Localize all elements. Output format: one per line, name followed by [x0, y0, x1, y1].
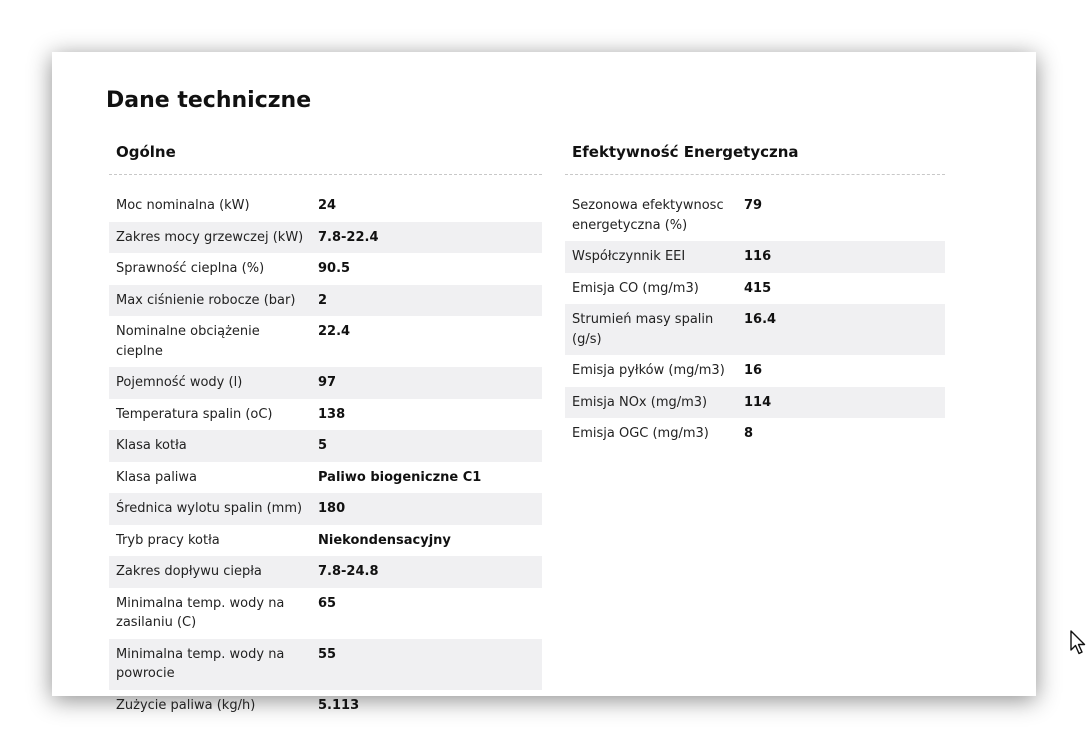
spec-value: 116: [744, 249, 772, 264]
spec-label: Zakres mocy grzewczej (kW): [116, 229, 304, 245]
spec-row: Zakres dopływu ciepła 7.8-24.8: [109, 556, 542, 588]
spec-label: Emisja CO (mg/m3): [572, 280, 699, 296]
spec-row: Emisja CO (mg/m3) 415: [565, 273, 945, 305]
spec-value: 2: [318, 292, 328, 308]
spec-value: 65: [318, 595, 337, 611]
spec-label: Emisja OGC (mg/m3): [572, 426, 709, 441]
spec-value: 8: [744, 426, 754, 441]
spec-label: Zużycie paliwa (kg/h): [116, 697, 256, 713]
spec-value: 5.113: [318, 697, 360, 713]
spec-value: 55: [318, 646, 337, 662]
spec-label: Klasa kotła: [116, 438, 187, 453]
spec-value: 7.8-24.8: [318, 564, 379, 579]
spec-row: Zakres mocy grzewczej (kW) 7.8-22.4: [109, 221, 542, 253]
spec-row: Emisja NOx (mg/m3) 114: [565, 386, 945, 418]
general-spec-list: Moc nominalna (kW) 24 Zakres mocy grzewcze…: [109, 190, 542, 721]
page-title: Dane techniczne: [106, 88, 312, 113]
efficiency-section: Efektywność Energetyczna Sezonowa efekty…: [565, 140, 945, 450]
spec-row: Średnica wylotu spalin (mm) 180: [109, 493, 542, 525]
spec-label: Strumień masy spalin (g/s): [572, 312, 714, 347]
spec-value: 5: [318, 438, 328, 453]
spec-value: 16.4: [744, 312, 777, 327]
spec-value: 114: [744, 394, 772, 410]
spec-label: Minimalna temp. wody na powrocie: [116, 646, 285, 682]
spec-row: Minimalna temp. wody na zasilaniu (C) 65: [109, 588, 542, 639]
spec-row: Emisja pyłków (mg/m3) 16: [565, 355, 945, 387]
spec-value: 415: [744, 280, 772, 296]
mouse-pointer-icon: [1070, 630, 1086, 655]
spec-row: Klasa paliwa Paliwo biogeniczne C1: [109, 462, 542, 494]
spec-value: 97: [318, 375, 337, 390]
spec-value: 22.4: [318, 324, 351, 339]
spec-label: Zakres dopływu ciepła: [116, 564, 262, 579]
spec-row: Strumień masy spalin (g/s) 16.4: [565, 304, 945, 355]
spec-row: Moc nominalna (kW) 24: [109, 190, 542, 222]
spec-label: Emisja NOx (mg/m3): [572, 394, 708, 410]
spec-value: 90.5: [318, 261, 351, 276]
spec-label: Temperatura spalin (oC): [116, 406, 273, 422]
spec-label: Emisja pyłków (mg/m3): [572, 363, 725, 378]
spec-row: Nominalne obciążenie cieplne 22.4: [109, 316, 542, 367]
spec-row: Minimalna temp. wody na powrocie 55: [109, 638, 542, 690]
spec-row: Max ciśnienie robocze (bar) 2: [109, 284, 542, 316]
spec-value: 7.8-22.4: [318, 229, 379, 245]
spec-value: 138: [318, 406, 346, 422]
spec-row: Sprawność cieplna (%) 90.5: [109, 253, 542, 285]
spec-value: 24: [318, 198, 337, 213]
spec-label: Pojemność wody (l): [116, 375, 243, 390]
spec-value: 180: [318, 501, 346, 516]
spec-value: Niekondensacyjny: [318, 532, 451, 548]
spec-label: Klasa paliwa: [116, 469, 198, 485]
spec-value: Paliwo biogeniczne C1: [318, 469, 482, 485]
spec-label: Współczynnik EEI: [572, 249, 686, 264]
spec-label: Średnica wylotu spalin (mm): [116, 501, 303, 516]
spec-row: Współczynnik EEI 116: [565, 241, 945, 273]
spec-value: 16: [744, 363, 763, 378]
technical-data-card: Dane techniczne Ogólne Moc nominalna (kW…: [52, 52, 1036, 713]
efficiency-section-title: Efektywność Energetyczna: [565, 140, 945, 175]
spec-label: Nominalne obciążenie cieplne: [116, 324, 260, 359]
spec-label: Tryb pracy kotła: [116, 532, 220, 548]
general-section-title: Ogólne: [109, 140, 542, 175]
general-section: Ogólne Moc nominalna (kW) 24 Zakres mocy g…: [109, 140, 542, 721]
spec-row: Zużycie paliwa (kg/h) 5.113: [109, 690, 542, 722]
spec-label: Max ciśnienie robocze (bar): [116, 292, 296, 308]
spec-row: Pojemność wody (l) 97: [109, 367, 542, 399]
spec-label: Minimalna temp. wody na zasilaniu (C): [116, 595, 285, 631]
spec-row: Tryb pracy kotła Niekondensacyjny: [109, 525, 542, 557]
spec-row: Sezonowa efektywnosc energetyczna (%) 79: [565, 190, 945, 241]
spec-row: Emisja OGC (mg/m3) 8: [565, 418, 945, 450]
spec-value: 79: [744, 198, 763, 213]
spec-label: Sprawność cieplna (%): [116, 261, 265, 276]
spec-row: Klasa kotła 5: [109, 430, 542, 462]
spec-row: Temperatura spalin (oC) 138: [109, 399, 542, 431]
spec-label: Moc nominalna (kW): [116, 198, 250, 213]
efficiency-spec-list: Sezonowa efektywnosc energetyczna (%) 79 W…: [565, 190, 945, 450]
spec-label: Sezonowa efektywnosc energetyczna (%): [572, 198, 724, 233]
